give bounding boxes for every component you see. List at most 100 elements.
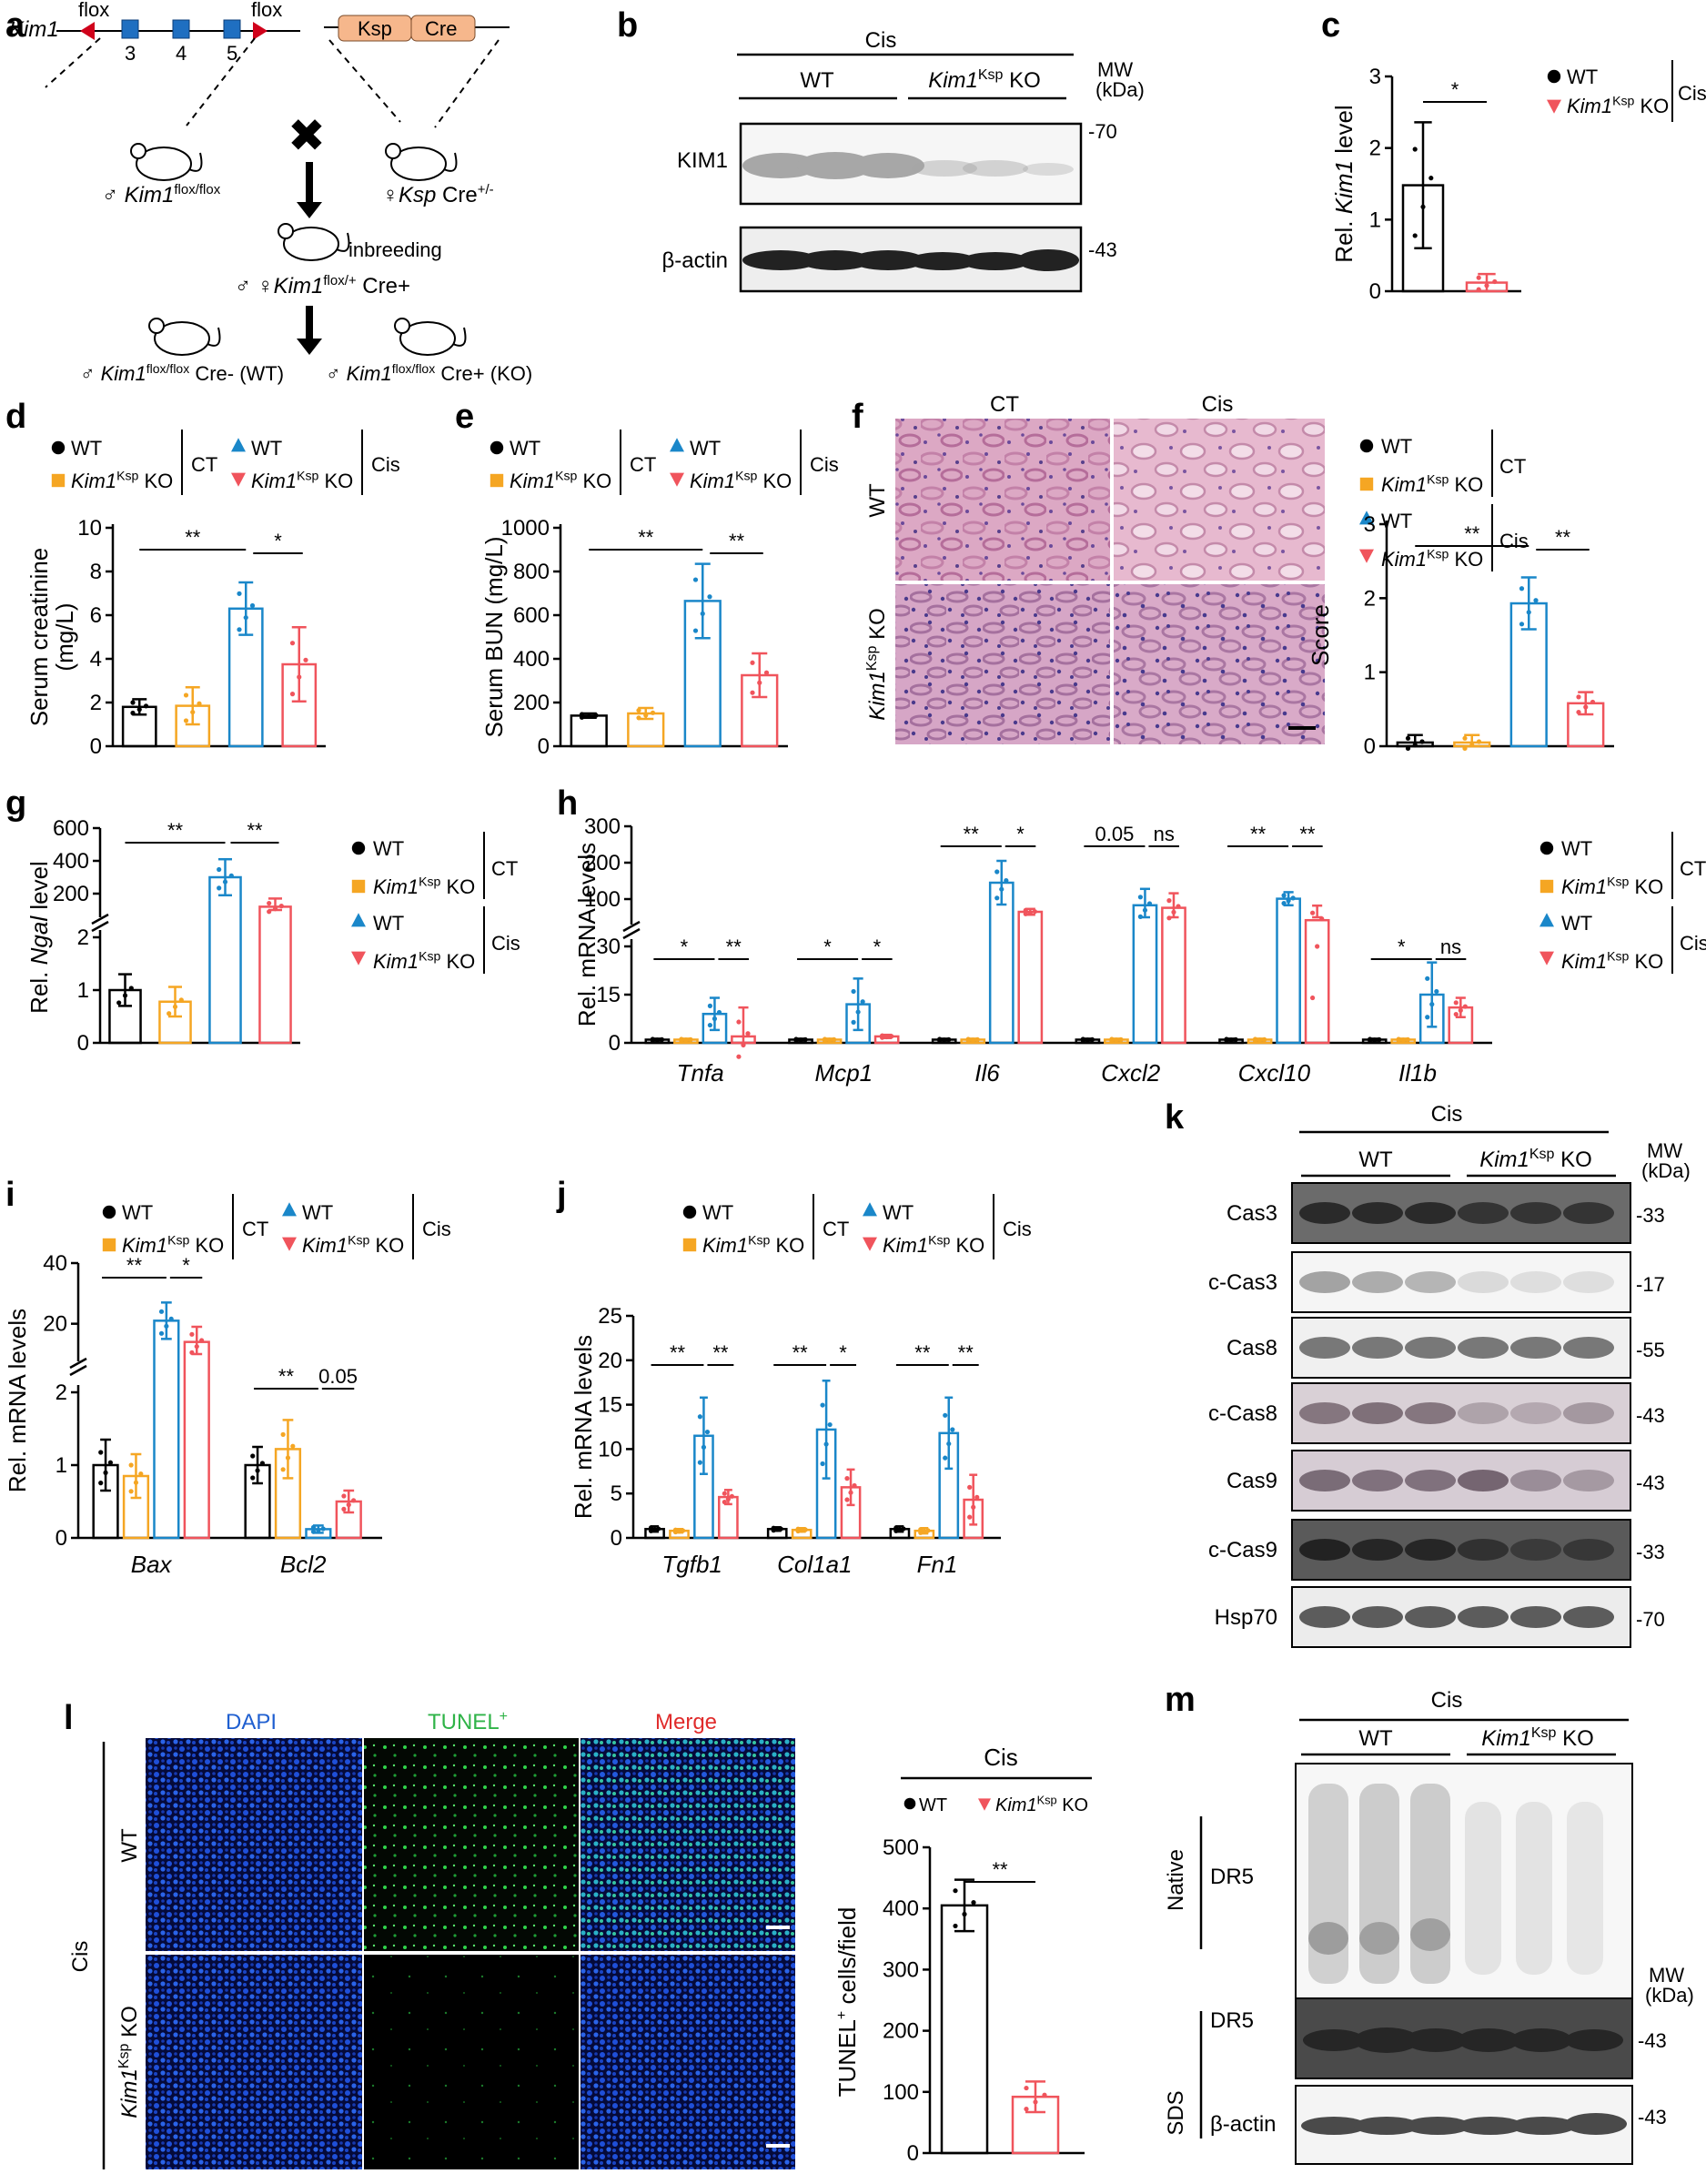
panel-letter-a: a <box>5 6 25 45</box>
y-tick-label: 1 <box>1364 661 1376 685</box>
data-point <box>1576 709 1581 715</box>
data-point <box>1412 743 1418 748</box>
blot-m-ko-label: Kim1Ksp KO <box>1481 1725 1594 1751</box>
blot-m-mw-title: MW (kDa) <box>1645 1964 1694 2007</box>
data-point <box>341 1493 347 1499</box>
y-tick-label: 0 <box>90 734 102 759</box>
exon-4-icon <box>172 19 190 39</box>
y-tick-label: 1 <box>77 978 89 1003</box>
data-point <box>128 1462 134 1468</box>
data-point <box>116 1000 122 1006</box>
data-point <box>1405 745 1411 752</box>
legend-marker <box>231 472 246 487</box>
y-axis-label: TUNEL+ cells/field <box>833 1907 861 2098</box>
x-category-label: Mcp1 <box>815 1059 873 1087</box>
data-point <box>848 1490 853 1495</box>
bar <box>570 714 608 748</box>
data-point <box>679 1036 684 1042</box>
data-point <box>750 690 755 695</box>
tunel-col-merge: Merge <box>655 1710 717 1734</box>
data-point <box>707 1022 713 1028</box>
significance-label: ** <box>1250 823 1267 845</box>
data-point <box>579 712 585 717</box>
bar <box>208 875 242 1045</box>
data-point <box>1146 901 1153 906</box>
data-point <box>316 1528 321 1533</box>
data-point <box>827 1421 833 1428</box>
legend-marker <box>670 472 684 487</box>
data-point <box>736 1054 742 1059</box>
blot-mw-cas9: -43 <box>1636 1471 1665 1494</box>
tunel-wt-dapi-image <box>146 1738 362 1951</box>
legend-marker <box>282 1202 297 1217</box>
data-point <box>798 1037 803 1043</box>
x-category-label: Tnfa <box>677 1059 724 1087</box>
legend-ko-cis: Kim1Ksp KO <box>690 469 792 492</box>
data-point <box>651 1527 658 1532</box>
data-point <box>250 1475 256 1481</box>
data-point <box>1224 1036 1229 1042</box>
significance-label: 0.05 <box>1095 823 1134 845</box>
y-tick-label: 200 <box>584 851 621 875</box>
data-point <box>897 1527 903 1532</box>
blot-band <box>1352 1202 1403 1224</box>
data-point <box>1469 743 1475 748</box>
data-point <box>1027 910 1033 915</box>
data-point <box>217 866 222 873</box>
data-point <box>310 1529 317 1534</box>
blot-band <box>1458 1202 1509 1224</box>
chart-panel-f: 0 1 2 3 ** ** Score <box>1307 512 1614 759</box>
data-point <box>950 1427 955 1432</box>
data-point <box>994 895 1000 901</box>
data-point <box>1315 944 1320 949</box>
y-axis-label: Rel. Ngal level <box>25 861 53 1014</box>
x-category-label: Tgfb1 <box>661 1551 722 1578</box>
blot-band <box>1405 1402 1456 1424</box>
data-point <box>716 1009 722 1016</box>
blot-band <box>1352 1539 1403 1561</box>
legend-marker <box>978 1798 991 1811</box>
cre-label: Cre <box>425 17 457 40</box>
data-point <box>1281 901 1287 906</box>
data-point <box>178 997 184 1003</box>
legend-marker <box>351 841 366 855</box>
bar <box>1304 918 1330 1045</box>
blot-b-ko-label: Kim1Ksp KO <box>928 67 1041 93</box>
data-point <box>1372 1037 1378 1043</box>
blot-label-cas9: Cas9 <box>1227 1469 1277 1493</box>
data-point <box>680 1528 686 1533</box>
data-point <box>128 1489 134 1494</box>
data-point <box>943 1412 948 1418</box>
legend-wt: WT <box>919 1795 947 1815</box>
data-point <box>851 988 856 995</box>
data-point <box>1453 1011 1459 1017</box>
x-category-label: Cxcl10 <box>1238 1059 1311 1087</box>
data-point <box>688 1036 693 1042</box>
cre-construct-icon <box>410 15 476 42</box>
data-point <box>851 1019 856 1025</box>
data-point <box>1024 2107 1029 2112</box>
legend-marker <box>490 440 504 455</box>
data-point <box>1484 283 1489 288</box>
data-point <box>725 1496 731 1502</box>
data-point <box>290 1443 296 1449</box>
data-point <box>707 594 712 600</box>
blot-m-actin-bands <box>1301 2113 1627 2135</box>
legend-ct-cis: WT Kim1Ksp KO CT WT Kim1Ksp KO Cis <box>51 430 400 495</box>
legend-ct: CT <box>491 857 518 880</box>
legend-marker <box>1359 439 1374 453</box>
significance-label: ** <box>185 526 201 549</box>
data-point <box>1476 739 1482 744</box>
y-tick-label: 20 <box>43 1312 67 1337</box>
data-point <box>1400 1037 1406 1043</box>
panel-letters: a b c d e f g h i j k l m <box>5 6 1340 1737</box>
data-point <box>795 1526 801 1532</box>
axis-break <box>69 1357 87 1370</box>
y-tick-label: 0 <box>1369 279 1381 304</box>
data-point <box>884 1034 890 1040</box>
exon-5-label: 5 <box>227 42 237 65</box>
y-tick-label: 2 <box>1369 136 1381 161</box>
data-point <box>199 1338 205 1343</box>
panel-letter-m: m <box>1165 1681 1196 1719</box>
blot-band <box>1458 1606 1509 1628</box>
